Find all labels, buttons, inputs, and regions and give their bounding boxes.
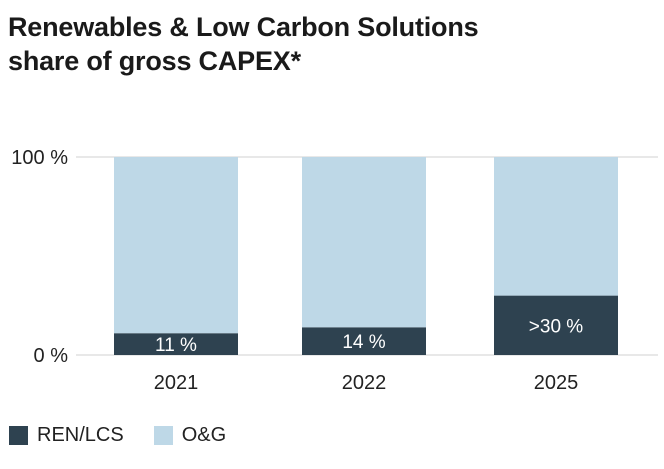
legend-item-ren-lcs: REN/LCS <box>9 424 124 447</box>
bar-ren-lcs-2021 <box>114 333 238 355</box>
legend-swatch-ren-lcs <box>9 426 28 445</box>
data-label-ren-lcs-2025: >30 % <box>529 316 584 337</box>
y-tick-label-100: 100 % <box>11 147 68 169</box>
x-tick-label-2022: 2022 <box>342 372 387 394</box>
data-label-ren-lcs-2022: 14 % <box>342 332 385 353</box>
chart-title: Renewables & Low Carbon Solutions share … <box>8 10 479 78</box>
legend-item-og: O&G <box>153 424 227 447</box>
legend-label-og: O&G <box>181 424 227 446</box>
legend: REN/LCS O&G <box>9 424 256 447</box>
chart-title-line-1: Renewables & Low Carbon Solutions <box>8 12 479 42</box>
bar-o-g-2025 <box>494 157 618 296</box>
bar-ren-lcs-2022 <box>302 327 426 355</box>
legend-swatch-og <box>153 426 173 445</box>
x-tick-label-2025: 2025 <box>534 372 579 394</box>
y-tick-label-0: 0 % <box>34 345 69 367</box>
bar-ren-lcs-2025 <box>494 295 618 355</box>
bar-o-g-2022 <box>302 157 426 328</box>
chart-title-line-2: share of gross CAPEX* <box>8 46 301 76</box>
x-tick-label-2021: 2021 <box>154 372 199 394</box>
data-label-ren-lcs-2021: 11 % <box>155 335 197 356</box>
legend-label-ren-lcs: REN/LCS <box>37 424 124 446</box>
bar-o-g-2021 <box>114 157 238 334</box>
